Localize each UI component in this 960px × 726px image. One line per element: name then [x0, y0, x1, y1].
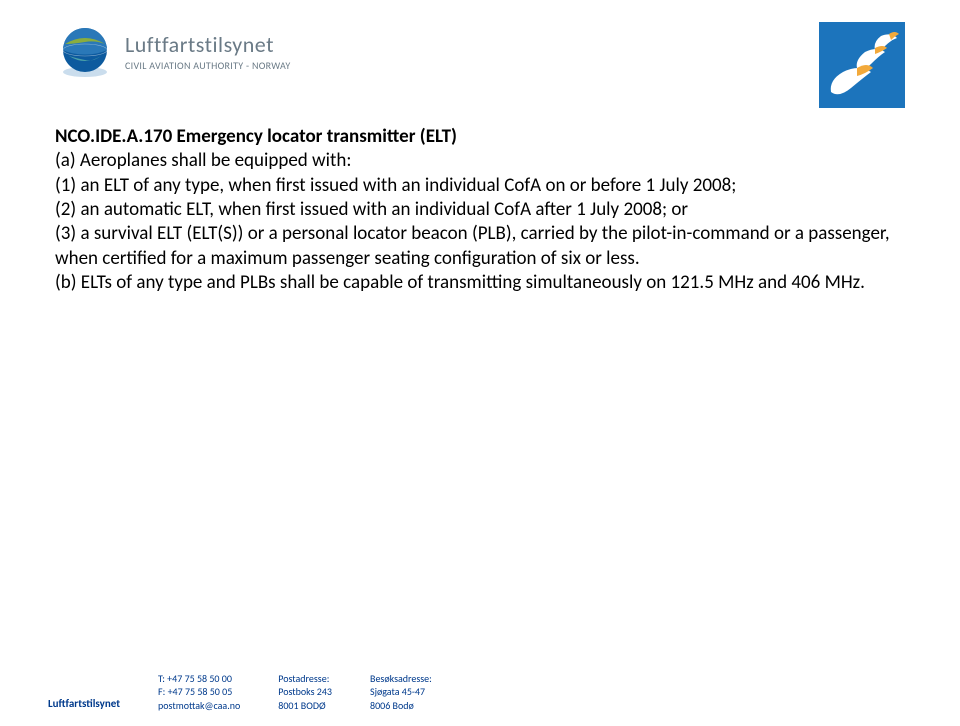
reg-b: (b) ELTs of any type and PLBs shall be c… — [55, 271, 900, 295]
footer: Luftfartstilsynet T: +47 75 58 50 00 F: … — [48, 672, 432, 713]
header: Luftfartstilsynet CIVIL AVIATION AUTHORI… — [55, 22, 905, 104]
logo-text: Luftfartstilsynet CIVIL AVIATION AUTHORI… — [125, 33, 291, 70]
footer-postal-line2: 8001 BODØ — [278, 699, 332, 713]
footer-fax: F: +47 75 58 50 05 — [158, 685, 240, 699]
logo-block: Luftfartstilsynet CIVIL AVIATION AUTHORI… — [55, 22, 291, 82]
reg-a2: (2) an automatic ELT, when first issued … — [55, 198, 900, 222]
reg-a-intro: (a) Aeroplanes shall be equipped with: — [55, 149, 900, 173]
footer-visit-line2: 8006 Bodø — [370, 699, 432, 713]
globe-icon — [55, 22, 115, 82]
footer-postal-label: Postadresse: — [278, 672, 332, 686]
tail-art-icon — [819, 22, 905, 108]
footer-tel: T: +47 75 58 50 00 — [158, 672, 240, 686]
regulation-text: NCO.IDE.A.170 Emergency locator transmit… — [55, 125, 900, 295]
logo-sub: CIVIL AVIATION AUTHORITY - NORWAY — [125, 60, 291, 71]
reg-a3: (3) a survival ELT (ELT(S)) or a persona… — [55, 222, 900, 271]
footer-visit-line1: Sjøgata 45-47 — [370, 685, 432, 699]
footer-email: postmottak@caa.no — [158, 699, 240, 713]
footer-visit-label: Besøksadresse: — [370, 672, 432, 686]
reg-a1: (1) an ELT of any type, when first issue… — [55, 174, 900, 198]
footer-visit: Besøksadresse: Sjøgata 45-47 8006 Bodø — [370, 672, 432, 713]
footer-contact: T: +47 75 58 50 00 F: +47 75 58 50 05 po… — [158, 672, 240, 713]
footer-postal-line1: Postboks 243 — [278, 685, 332, 699]
logo-main: Luftfartstilsynet — [125, 33, 291, 57]
footer-postal: Postadresse: Postboks 243 8001 BODØ — [278, 672, 332, 713]
footer-org: Luftfartstilsynet — [48, 697, 120, 712]
reg-heading: NCO.IDE.A.170 Emergency locator transmit… — [55, 125, 457, 148]
